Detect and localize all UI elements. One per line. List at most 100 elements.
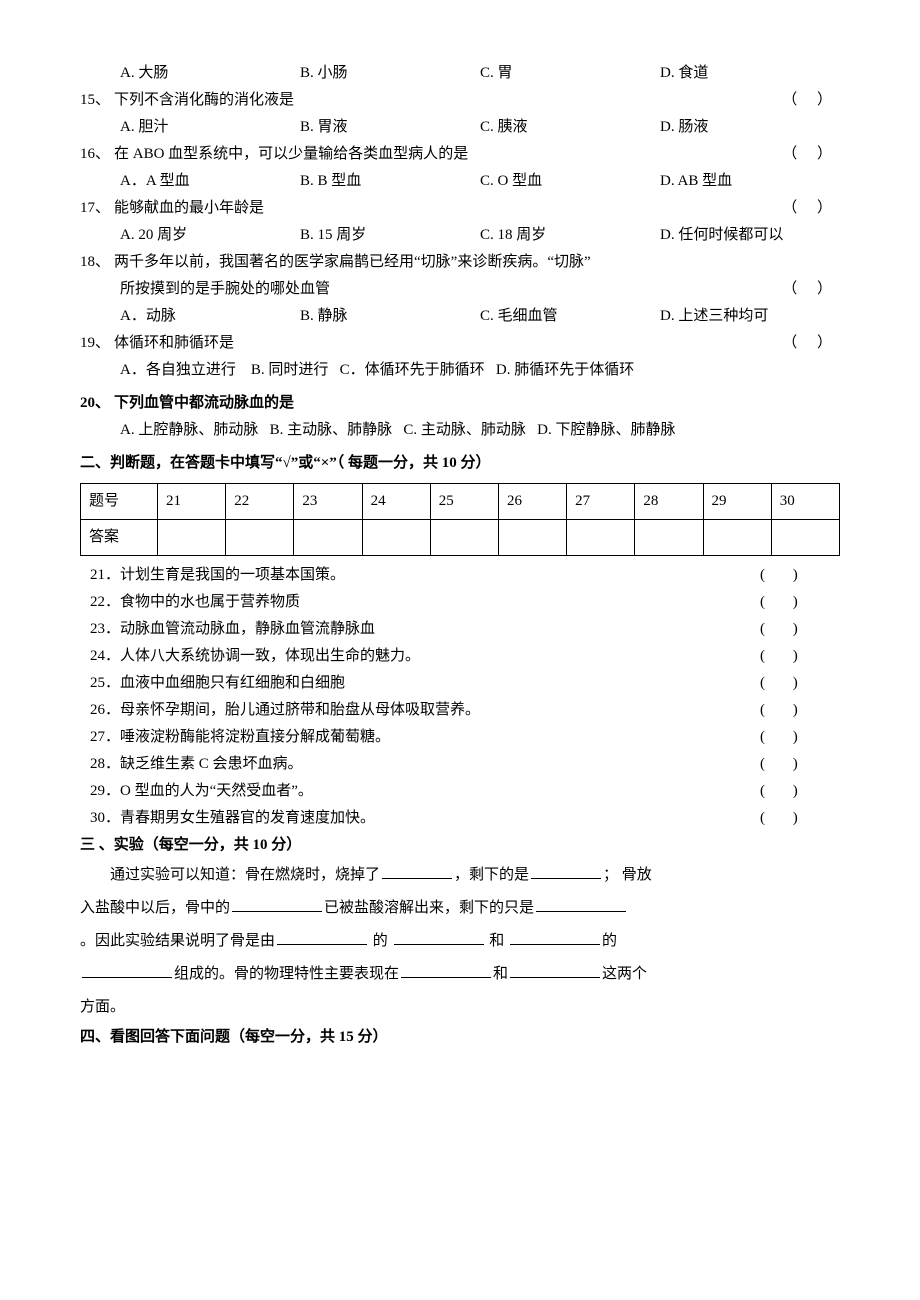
blank-8[interactable] xyxy=(82,961,172,978)
s3-p2b: 已被盐酸溶解出来，剩下的只是 xyxy=(324,900,534,916)
q20-opt-d: D. 下腔静脉、肺静脉 xyxy=(537,422,675,438)
q14-options: A. 大肠 B. 小肠 C. 胃 D. 食道 xyxy=(80,60,840,87)
blank-5[interactable] xyxy=(277,928,367,945)
tf-23-text: 23．动脉血管流动脉血，静脉血管流静脉血 xyxy=(90,616,760,643)
q16-opt-c: C. O 型血 xyxy=(480,168,660,195)
blank-9[interactable] xyxy=(401,961,491,978)
tf-25: 25．血液中血细胞只有红细胞和白细胞( ) xyxy=(80,670,840,697)
tf-23-paren: ( ) xyxy=(760,616,840,643)
q18-opt-d: D. 上述三种均可 xyxy=(660,303,840,330)
table-row-header: 题号 21 22 23 24 25 26 27 28 29 30 xyxy=(81,484,840,520)
q15-paren: （ ） xyxy=(782,87,840,114)
tf-29-text: 29．O 型血的人为“天然受血者”。 xyxy=(90,778,760,805)
section3-body: 通过实验可以知道：骨在燃烧时，烧掉了，剩下的是； 骨放 入盐酸中以后，骨中的已被… xyxy=(80,859,840,1024)
ans-30[interactable] xyxy=(771,520,839,556)
s3-p4b: 和 xyxy=(493,966,508,982)
blank-10[interactable] xyxy=(510,961,600,978)
ans-28[interactable] xyxy=(635,520,703,556)
th-21: 21 xyxy=(158,484,226,520)
q14-opt-c: C. 胃 xyxy=(480,60,660,87)
q19: 19、 体循环和肺循环是 （ ） xyxy=(80,330,840,357)
ans-26[interactable] xyxy=(498,520,566,556)
q17-text: 能够献血的最小年龄是 xyxy=(114,195,782,222)
q15-opt-c: C. 胰液 xyxy=(480,114,660,141)
ans-21[interactable] xyxy=(158,520,226,556)
tf-24-text: 24．人体八大系统协调一致，体现出生命的魅力。 xyxy=(90,643,760,670)
q16: 16、 在 ABO 血型系统中，可以少量输给各类血型病人的是 （ ） xyxy=(80,141,840,168)
s3-p1c: ； 骨放 xyxy=(603,867,652,883)
q16-opt-b: B. B 型血 xyxy=(300,168,480,195)
q14-opt-d: D. 食道 xyxy=(660,60,840,87)
q19-opt-d: D. 肺循环先于体循环 xyxy=(496,362,634,378)
q15-opt-d: D. 肠液 xyxy=(660,114,840,141)
q15-text: 下列不含消化酶的消化液是 xyxy=(114,87,782,114)
tf-26: 26．母亲怀孕期间，胎儿通过脐带和胎盘从母体吸取营养。( ) xyxy=(80,697,840,724)
ans-24[interactable] xyxy=(362,520,430,556)
th-num: 题号 xyxy=(81,484,158,520)
ans-25[interactable] xyxy=(430,520,498,556)
s3-p3c: 和 xyxy=(486,933,509,949)
tf-29-paren: ( ) xyxy=(760,778,840,805)
q17: 17、 能够献血的最小年龄是 （ ） xyxy=(80,195,840,222)
s3-p5: 方面。 xyxy=(80,999,125,1015)
q20-text: 下列血管中都流动脉血的是 xyxy=(114,390,840,417)
tf-22-paren: ( ) xyxy=(760,589,840,616)
s3-p4a: 组成的。骨的物理特性主要表现在 xyxy=(174,966,399,982)
answer-table: 题号 21 22 23 24 25 26 27 28 29 30 答案 xyxy=(80,483,840,556)
s3-p3d: 的 xyxy=(602,933,617,949)
tf-21: 21．计划生育是我国的一项基本国策。( ) xyxy=(80,562,840,589)
s3-p1b: ，剩下的是 xyxy=(454,867,529,883)
tf-21-text: 21．计划生育是我国的一项基本国策。 xyxy=(90,562,760,589)
q19-text: 体循环和肺循环是 xyxy=(114,330,782,357)
tf-25-text: 25．血液中血细胞只有红细胞和白细胞 xyxy=(90,670,760,697)
tf-27-text: 27．唾液淀粉酶能将淀粉直接分解成葡萄糖。 xyxy=(90,724,760,751)
ans-29[interactable] xyxy=(703,520,771,556)
q19-opt-a: A．各自独立进行 xyxy=(120,362,236,378)
blank-4[interactable] xyxy=(536,895,626,912)
q18-opt-a: A．动脉 xyxy=(120,303,300,330)
section2-title: 二、判断题，在答题卡中填写“√”或“×”（ 每题一分，共 10 分） xyxy=(80,450,840,477)
q16-opt-d: D. AB 型血 xyxy=(660,168,840,195)
th-29: 29 xyxy=(703,484,771,520)
tf-23: 23．动脉血管流动脉血，静脉血管流静脉血( ) xyxy=(80,616,840,643)
q17-options: A. 20 周岁 B. 15 周岁 C. 18 周岁 D. 任何时候都可以 xyxy=(80,222,840,249)
ans-23[interactable] xyxy=(294,520,362,556)
th-23: 23 xyxy=(294,484,362,520)
ans-27[interactable] xyxy=(567,520,635,556)
q14-opt-a: A. 大肠 xyxy=(120,60,300,87)
th-30: 30 xyxy=(771,484,839,520)
q18-num: 18、 xyxy=(80,249,114,276)
ans-22[interactable] xyxy=(226,520,294,556)
q19-options: A．各自独立进行 B. 同时进行 C．体循环先于肺循环 D. 肺循环先于体循环 xyxy=(80,357,840,384)
th-ans: 答案 xyxy=(81,520,158,556)
section3-title: 三 、实验（每空一分，共 10 分） xyxy=(80,832,840,859)
q20-options: A. 上腔静脉、肺动脉 B. 主动脉、肺静脉 C. 主动脉、肺动脉 D. 下腔静… xyxy=(80,417,840,444)
tf-22-text: 22．食物中的水也属于营养物质 xyxy=(90,589,760,616)
blank-2[interactable] xyxy=(531,862,601,879)
blank-6[interactable] xyxy=(394,928,484,945)
tf-30-paren: ( ) xyxy=(760,805,840,832)
tf-21-paren: ( ) xyxy=(760,562,840,589)
q20-num: 20、 xyxy=(80,390,114,417)
th-28: 28 xyxy=(635,484,703,520)
tf-28: 28．缺乏维生素 C 会患坏血病。( ) xyxy=(80,751,840,778)
blank-1[interactable] xyxy=(382,862,452,879)
s3-p3b: 的 xyxy=(369,933,392,949)
s3-p3a: 。因此实验结果说明了骨是由 xyxy=(80,933,275,949)
blank-3[interactable] xyxy=(232,895,322,912)
q17-opt-d: D. 任何时候都可以 xyxy=(660,222,840,249)
tf-26-paren: ( ) xyxy=(760,697,840,724)
blank-7[interactable] xyxy=(510,928,600,945)
tf-24-paren: ( ) xyxy=(760,643,840,670)
q17-opt-c: C. 18 周岁 xyxy=(480,222,660,249)
q19-opt-b: B. 同时进行 xyxy=(251,362,329,378)
s3-p4c: 这两个 xyxy=(602,966,647,982)
q18-opt-c: C. 毛细血管 xyxy=(480,303,660,330)
q19-opt-c: C．体循环先于肺循环 xyxy=(340,362,485,378)
q17-opt-b: B. 15 周岁 xyxy=(300,222,480,249)
q20-opt-b: B. 主动脉、肺静脉 xyxy=(270,422,393,438)
q15-opt-b: B. 胃液 xyxy=(300,114,480,141)
q17-paren: （ ） xyxy=(782,195,840,222)
tf-26-text: 26．母亲怀孕期间，胎儿通过脐带和胎盘从母体吸取营养。 xyxy=(90,697,760,724)
q14-opt-b: B. 小肠 xyxy=(300,60,480,87)
